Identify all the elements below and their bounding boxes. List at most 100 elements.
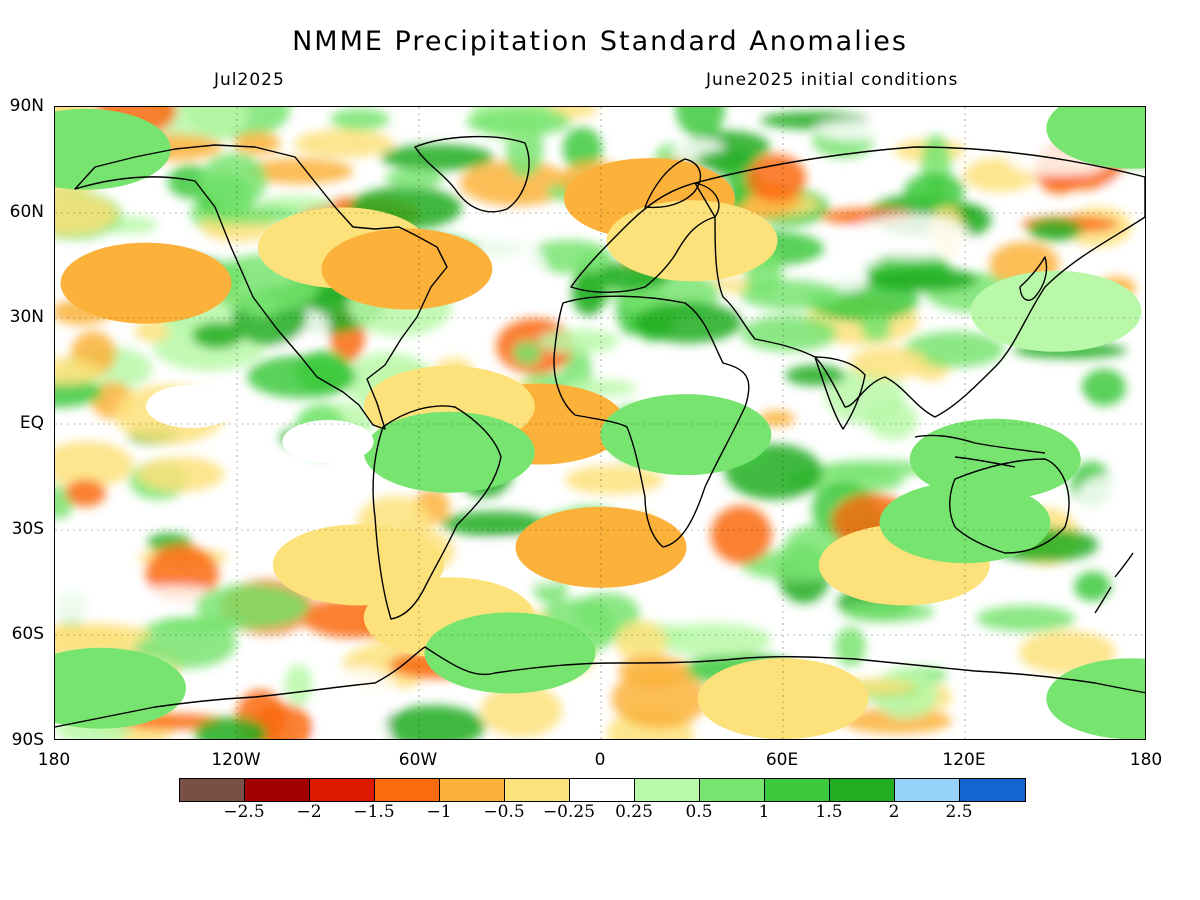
texture-blob [137, 456, 225, 492]
anomaly-map-svg [55, 107, 1145, 739]
texture-blob [758, 410, 795, 427]
anomaly-blob-22 [282, 420, 374, 464]
colorbar-label-1: −2 [296, 802, 322, 822]
chart-title: NMME Precipitation Standard Anomalies [292, 26, 908, 57]
texture-blob [330, 108, 390, 131]
texture-blob [200, 152, 267, 209]
lat-label-90s: 90S [11, 730, 44, 750]
texture-blob [634, 302, 742, 344]
texture-blob [976, 605, 1075, 632]
texture-blob [65, 479, 106, 507]
coastline-north-america [74, 144, 448, 430]
texture-blob [466, 107, 572, 137]
anomaly-blob-13 [600, 394, 772, 476]
texture-blob [55, 193, 118, 236]
texture-blob [480, 683, 563, 738]
colorbar-swatch-10 [830, 779, 895, 801]
lon-label-120e: 120E [942, 750, 986, 770]
anomaly-map [54, 106, 1146, 740]
texture-blob [195, 584, 310, 630]
texture-blob [655, 622, 772, 657]
texture-blob [1074, 571, 1111, 602]
coastline-india [814, 356, 866, 430]
lon-label-60w: 60W [398, 750, 438, 770]
texture-blob [904, 173, 965, 209]
colorbar-label-3: −1 [426, 802, 452, 822]
texture-blob [785, 364, 846, 386]
texture-blob [1028, 218, 1082, 242]
colorbar-label-6: 0.25 [615, 802, 653, 822]
texture-blob [459, 160, 571, 206]
colorbar-label-9: 1.5 [815, 802, 843, 822]
anomaly-blob-18 [424, 612, 596, 694]
lat-label-30n: 30N [9, 307, 44, 327]
colorbar-swatch-11 [895, 779, 960, 801]
colorbar-swatch-9 [765, 779, 830, 801]
texture-blob [194, 717, 268, 739]
texture-blob [740, 315, 837, 352]
lon-label-60e: 60E [765, 750, 799, 770]
anomaly-field [55, 107, 1145, 739]
texture-blob [746, 154, 806, 202]
texture-blob [55, 571, 106, 623]
texture-blob [866, 267, 978, 292]
texture-blob [615, 620, 667, 663]
texture-blob [284, 664, 313, 706]
colorbar-label-7: 0.5 [685, 802, 713, 822]
colorbar-swatch-3 [375, 779, 440, 801]
anomaly-blob-19 [55, 647, 186, 729]
coastline-south-america [372, 405, 502, 620]
texture-blob [611, 669, 708, 729]
coastline-new-zealand [1094, 552, 1134, 614]
lon-label-180e: 180 [1129, 750, 1163, 770]
texture-blob [317, 704, 390, 739]
coastline-australia [949, 458, 1070, 554]
texture-blob [385, 168, 444, 189]
lon-label-120w: 120W [211, 750, 261, 770]
coastline-greenland [414, 135, 530, 213]
texture-blob [517, 246, 547, 300]
colorbar [179, 778, 1026, 802]
colorbar-swatch-7 [635, 779, 700, 801]
subtitle-date: Jul2025 [214, 70, 285, 90]
colorbar-swatch-4 [440, 779, 505, 801]
texture-blob [842, 601, 935, 622]
texture-blob [234, 132, 281, 155]
subtitle-initial-conditions: June2025 initial conditions [706, 70, 959, 90]
anomaly-blob-14 [909, 418, 1081, 500]
texture-blob [571, 270, 606, 316]
coastline-indonesia [914, 434, 1046, 468]
colorbar-swatch-1 [245, 779, 310, 801]
texture-blob [382, 705, 486, 739]
texture-blob [244, 158, 354, 185]
colorbar-label-11: 2.5 [945, 802, 973, 822]
texture-blob [1081, 368, 1126, 406]
coastline-japan [1019, 256, 1048, 301]
colorbar-label-4: −0.5 [483, 802, 525, 822]
colorbar-swatch-2 [310, 779, 375, 801]
anomaly-features [55, 107, 1145, 739]
anomaly-blob-16 [970, 270, 1142, 352]
texture-blob [55, 377, 103, 408]
texture-blob [380, 144, 494, 171]
texture-blob [203, 205, 304, 225]
coastlines [55, 135, 1145, 728]
texture-blob [849, 346, 928, 380]
anomaly-blob-21 [1046, 658, 1145, 739]
lat-label-eq: EQ [19, 413, 44, 433]
texture-blob [564, 465, 664, 495]
coastline-asia [694, 146, 1145, 418]
coastline-antarctica [55, 646, 1145, 728]
coastline-africa [553, 295, 750, 548]
texture-blob [1047, 395, 1086, 433]
coastline-scandinavia [644, 158, 702, 209]
texture-blob [675, 107, 725, 138]
texture-blob [55, 357, 103, 385]
anomaly-blob-0 [60, 242, 232, 324]
texture-blob [814, 119, 902, 141]
texture-blob [861, 314, 891, 342]
colorbar-label-5: −0.25 [542, 802, 596, 822]
texture-blob [513, 340, 542, 366]
anomaly-blob-2 [321, 228, 493, 310]
texture-blob [441, 511, 551, 537]
